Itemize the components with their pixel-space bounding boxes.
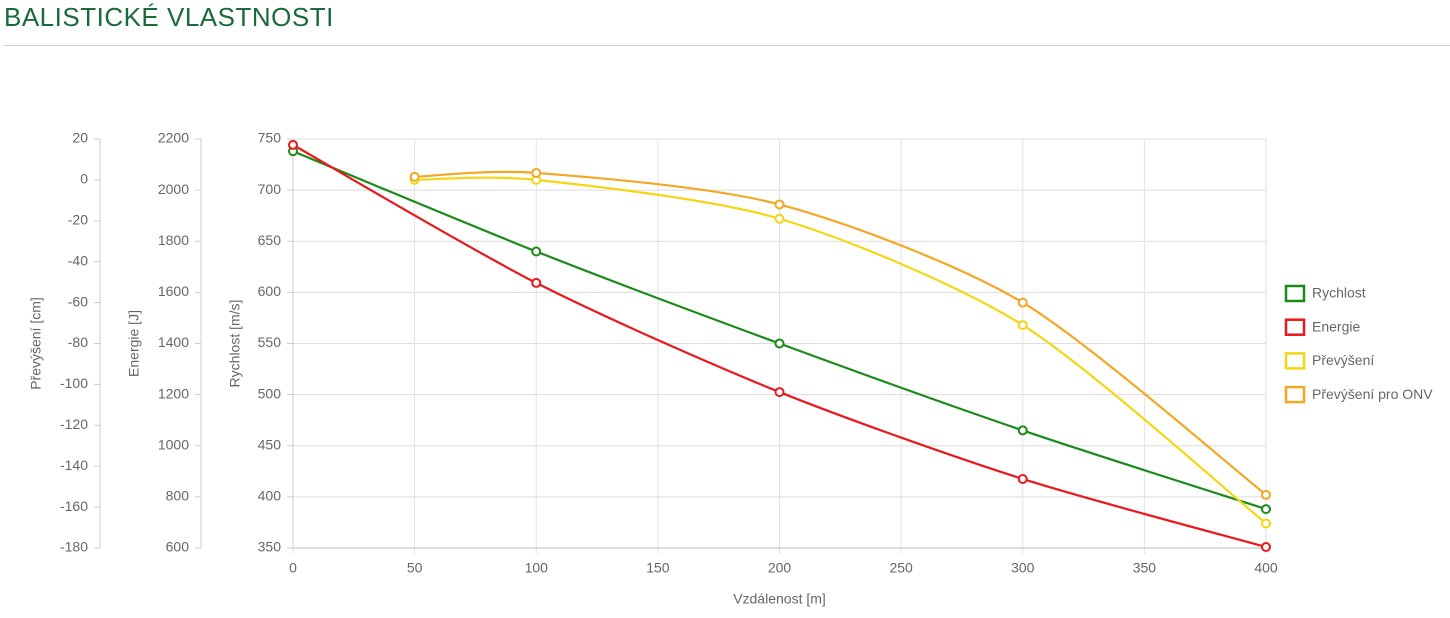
y-tick-label: 500 <box>258 385 282 401</box>
y-tick-label: -120 <box>60 416 88 432</box>
y-tick-label: -140 <box>60 457 88 473</box>
x-tick-label: 350 <box>1133 560 1157 576</box>
data-point <box>531 277 542 288</box>
data-point <box>1261 541 1271 552</box>
y-tick-label: -100 <box>60 375 88 391</box>
y-tick-label: 600 <box>166 539 190 555</box>
y-tick-label: 350 <box>258 539 282 555</box>
y-tick-label: 750 <box>258 130 282 146</box>
y-tick-label: 1000 <box>158 436 189 452</box>
data-point <box>1261 489 1271 500</box>
y-tick-label: 1400 <box>158 334 189 350</box>
x-tick-label: 200 <box>768 560 792 576</box>
y-tick-label: 450 <box>258 436 282 452</box>
data-point <box>531 167 542 178</box>
y-tick-label: 550 <box>258 334 282 350</box>
y-tick-label: 2200 <box>158 130 189 146</box>
y-tick-label: -60 <box>68 293 88 309</box>
data-point <box>1261 504 1271 515</box>
x-tick-label: 50 <box>407 560 423 576</box>
x-tick-label: 300 <box>1011 560 1035 576</box>
data-point <box>774 213 785 224</box>
x-tick-label: 100 <box>525 560 549 576</box>
y-tick-label: 600 <box>258 283 282 299</box>
data-point <box>1261 518 1271 529</box>
legend-label: Rychlost <box>1312 285 1366 301</box>
y-tick-label: 400 <box>258 488 282 504</box>
legend-swatch <box>1284 318 1306 336</box>
data-point <box>774 199 785 210</box>
x-tick-label: 150 <box>646 560 670 576</box>
x-tick-label: 400 <box>1254 560 1278 576</box>
data-point <box>1017 473 1028 484</box>
y-tick-label: 20 <box>72 130 88 146</box>
y-axis-title: Energie [J] <box>126 310 142 377</box>
data-point <box>531 246 542 257</box>
x-axis-title: Vzdálenost [m] <box>733 591 826 607</box>
y-axis-title: Převýšení [cm] <box>28 297 44 390</box>
data-point <box>288 139 298 150</box>
y-tick-label: -180 <box>60 539 88 555</box>
y-tick-label: 800 <box>166 488 190 504</box>
x-tick-label: 0 <box>289 560 297 576</box>
legend-swatch <box>1284 352 1306 370</box>
y-tick-label: -160 <box>60 498 88 514</box>
legend-label: Převýšení <box>1312 352 1374 368</box>
y-tick-label: -80 <box>68 334 88 350</box>
y-tick-label: 2000 <box>158 181 189 197</box>
y-tick-label: 0 <box>80 171 88 187</box>
y-axis-title: Rychlost [m/s] <box>227 300 243 388</box>
data-point <box>1017 425 1028 436</box>
data-point <box>774 387 785 398</box>
data-point <box>1017 320 1028 331</box>
series-line <box>414 170 1267 496</box>
x-tick-label: 250 <box>889 560 913 576</box>
legend-swatch <box>1284 284 1306 303</box>
legend-label: Energie <box>1312 318 1360 334</box>
legend-swatch <box>1284 385 1306 404</box>
y-tick-label: 1600 <box>158 283 189 299</box>
y-tick-label: 700 <box>258 181 282 197</box>
y-tick-label: 1800 <box>158 232 189 248</box>
data-point <box>774 338 785 349</box>
y-tick-label: 1200 <box>158 385 189 401</box>
series-line <box>414 176 1267 525</box>
y-tick-label: -20 <box>68 212 88 228</box>
y-tick-label: -40 <box>68 252 88 268</box>
legend-label: Převýšení pro ONV <box>1312 386 1433 402</box>
y-tick-label: 650 <box>258 232 282 248</box>
data-point <box>1017 297 1028 308</box>
data-point <box>409 171 420 182</box>
title-rule <box>4 45 1450 46</box>
page-title: BALISTICKÉ VLASTNOSTI <box>4 2 334 32</box>
